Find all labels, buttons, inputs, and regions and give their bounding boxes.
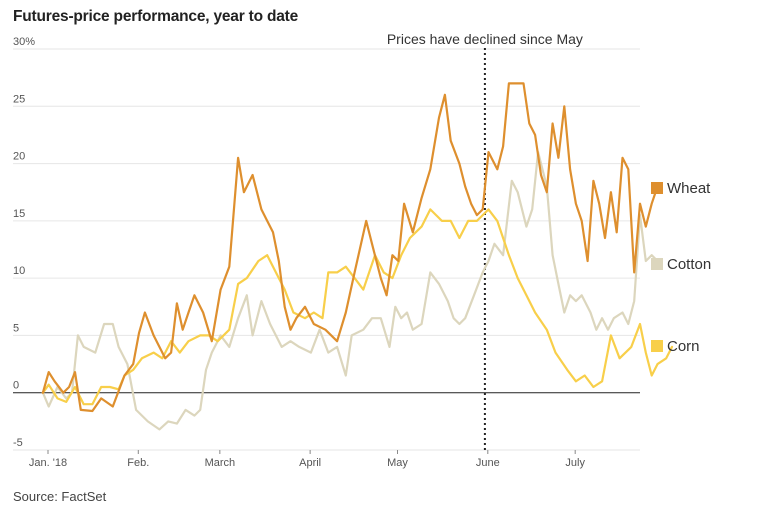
legend-label-corn: Corn <box>667 338 700 355</box>
annotation: Prices have declined since May <box>387 31 583 450</box>
y-tick-label: 15 <box>13 208 25 220</box>
x-tick-label: July <box>565 457 585 469</box>
series-line-cotton <box>41 151 659 431</box>
y-tick-label: 0 <box>13 380 19 392</box>
chart-source: Source: FactSet <box>13 489 107 504</box>
gridlines <box>13 48 640 451</box>
y-tick-label: 25 <box>13 93 25 105</box>
y-axis-ticks: 30% 25 20 15 10 5 0 -5 <box>13 36 35 449</box>
x-axis-ticks: Jan. '18 Feb. March April May June July <box>29 450 585 469</box>
x-tick-label: June <box>476 457 500 469</box>
y-tick-label: 30% <box>13 36 35 48</box>
legend-swatch-corn <box>651 340 663 352</box>
series-line-corn <box>41 208 674 406</box>
y-tick-label: 10 <box>13 265 25 277</box>
legend: Wheat Cotton Corn <box>651 180 711 355</box>
legend-label-cotton: Cotton <box>667 256 711 273</box>
series-lines <box>41 82 674 431</box>
x-tick-label: Jan. '18 <box>29 457 67 469</box>
legend-swatch-wheat <box>651 182 663 194</box>
annotation-text: Prices have declined since May <box>387 31 583 47</box>
x-tick-label: March <box>205 457 236 469</box>
legend-swatch-cotton <box>651 258 663 270</box>
chart-title: Futures-price performance, year to date <box>13 8 299 25</box>
series-line-wheat <box>41 82 659 413</box>
x-tick-label: April <box>299 457 321 469</box>
x-tick-label: May <box>387 457 408 469</box>
y-tick-label: -5 <box>13 437 23 449</box>
x-tick-label: Feb. <box>127 457 149 469</box>
y-tick-label: 5 <box>13 322 19 334</box>
legend-label-wheat: Wheat <box>667 180 711 197</box>
y-tick-label: 20 <box>13 151 25 163</box>
